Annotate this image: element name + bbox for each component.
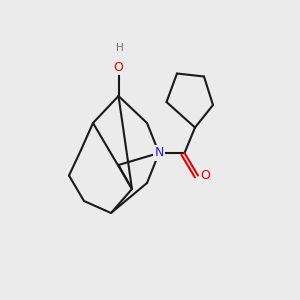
Text: N: N — [154, 146, 164, 160]
Text: H: H — [116, 43, 124, 53]
Text: O: O — [114, 61, 123, 74]
Text: O: O — [201, 169, 210, 182]
